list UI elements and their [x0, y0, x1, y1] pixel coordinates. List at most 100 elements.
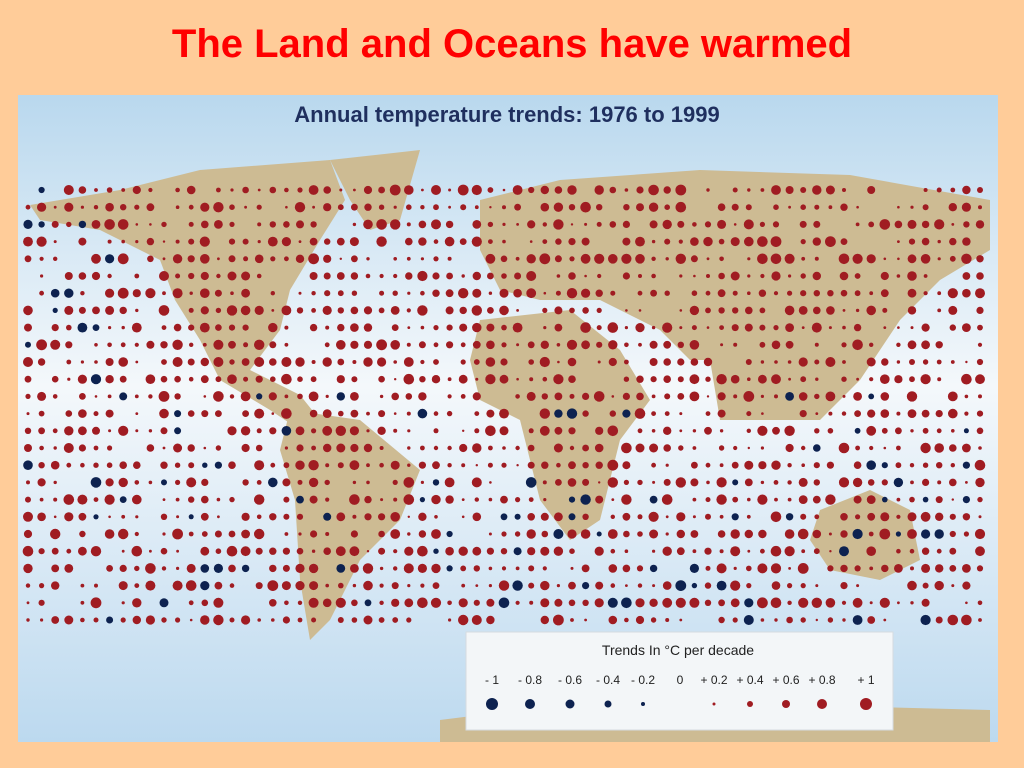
trend-dot	[869, 342, 874, 347]
trend-dot	[515, 445, 520, 451]
trend-dot	[500, 513, 508, 521]
trend-dot	[554, 186, 563, 194]
trend-dot	[962, 443, 971, 453]
trend-dot	[798, 306, 808, 315]
trend-dot	[93, 497, 99, 502]
trend-dot	[295, 357, 305, 367]
trend-dot	[175, 239, 180, 244]
trend-dot	[935, 496, 943, 504]
trend-dot	[920, 511, 931, 522]
trend-dot	[377, 426, 386, 435]
trend-dot	[146, 203, 155, 212]
trend-dot	[716, 494, 727, 505]
trend-dot	[281, 357, 292, 367]
trend-dot	[200, 357, 209, 367]
trend-dot	[351, 617, 358, 623]
trend-dot	[23, 357, 33, 367]
trend-dot	[350, 323, 359, 332]
trend-dot	[949, 255, 956, 262]
trend-dot	[868, 221, 875, 228]
trend-dot	[51, 220, 59, 228]
trend-dot	[866, 305, 876, 316]
trend-dot	[542, 480, 547, 485]
trend-dot	[679, 618, 683, 622]
trend-dot	[975, 546, 985, 557]
trend-dot	[567, 185, 577, 195]
trend-dot	[499, 288, 509, 298]
trend-dot	[174, 410, 182, 418]
trend-dot	[869, 445, 874, 451]
trend-dot	[581, 564, 590, 573]
trend-dot	[570, 223, 574, 226]
trend-dot	[540, 185, 549, 195]
trend-dot	[431, 529, 441, 539]
trend-dot	[254, 305, 264, 315]
trend-dot	[446, 410, 453, 417]
trend-dot	[869, 601, 873, 605]
trend-dot	[948, 305, 958, 315]
trend-dot	[458, 614, 469, 626]
trend-dot	[172, 580, 183, 591]
trend-dot	[351, 203, 358, 211]
trend-dot	[770, 253, 782, 265]
trend-dot	[105, 409, 114, 418]
trend-dot	[747, 188, 751, 192]
trend-dot	[635, 615, 645, 625]
trend-dot	[706, 188, 710, 192]
trend-dot	[26, 618, 30, 622]
trend-dot	[921, 340, 930, 350]
trend-dot	[118, 477, 128, 488]
trend-dot	[350, 272, 359, 280]
trend-dot	[174, 427, 182, 435]
trend-dot	[393, 273, 398, 279]
trend-dot	[448, 188, 452, 192]
trend-dot	[379, 446, 384, 450]
trend-dot	[243, 376, 249, 382]
trend-dot	[51, 324, 59, 332]
trend-dot	[594, 443, 604, 453]
trend-dot	[296, 444, 304, 452]
trend-dot	[189, 291, 193, 295]
trend-dot	[636, 186, 644, 194]
trend-dot	[215, 324, 222, 331]
trend-dot	[77, 322, 88, 333]
trend-dot	[471, 184, 482, 196]
trend-dot	[214, 461, 222, 469]
trend-dot	[690, 478, 699, 487]
trend-dot	[964, 394, 969, 399]
trend-dot	[23, 563, 33, 574]
trend-dot	[337, 358, 345, 366]
trend-dot	[271, 412, 275, 415]
trend-dot	[78, 546, 87, 556]
trend-dot	[855, 222, 860, 227]
trend-dot	[380, 498, 384, 502]
trend-dot	[717, 392, 726, 401]
trend-dot	[910, 601, 914, 605]
trend-dot	[773, 291, 779, 296]
trend-dot	[951, 429, 955, 433]
trend-dot	[965, 601, 968, 605]
trend-dot	[934, 443, 944, 453]
trend-dot	[283, 496, 290, 503]
trend-dot	[352, 583, 357, 588]
trend-dot	[757, 494, 768, 505]
trend-dot	[978, 618, 982, 622]
trend-dot	[433, 342, 439, 348]
trend-dot	[325, 325, 330, 330]
trend-dot	[281, 373, 292, 385]
trend-dot	[663, 375, 671, 384]
trend-dot	[200, 202, 210, 212]
trend-dot	[528, 186, 535, 194]
trend-dot	[200, 615, 210, 625]
trend-dot	[431, 563, 441, 574]
trend-dot	[404, 185, 414, 195]
trend-dot	[363, 580, 373, 591]
trend-dot	[840, 513, 848, 521]
trend-dot	[256, 393, 263, 400]
trend-dot	[363, 219, 373, 230]
trend-dot	[974, 528, 986, 540]
trend-dot	[486, 598, 495, 607]
trend-dot	[188, 204, 194, 210]
trend-dot	[107, 342, 112, 348]
trend-dot	[770, 545, 782, 557]
